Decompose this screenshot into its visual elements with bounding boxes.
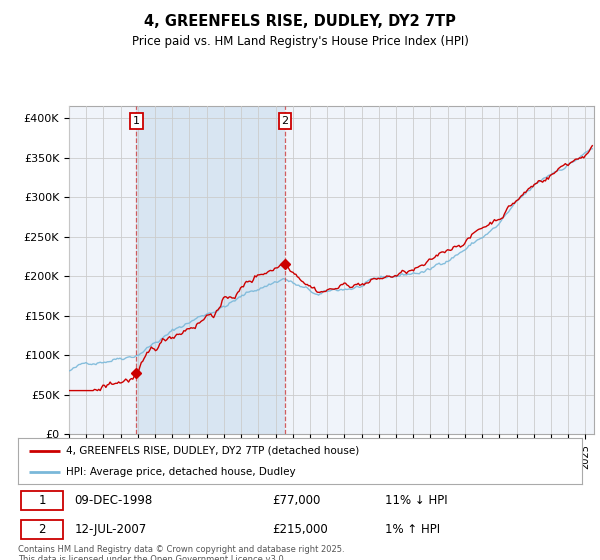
Bar	[136, 106, 285, 434]
Text: 2: 2	[38, 523, 46, 536]
Text: 1: 1	[133, 116, 140, 126]
Text: £77,000: £77,000	[272, 494, 320, 507]
Text: 1: 1	[38, 494, 46, 507]
Text: 1% ↑ HPI: 1% ↑ HPI	[385, 523, 440, 536]
Text: 11% ↓ HPI: 11% ↓ HPI	[385, 494, 447, 507]
Text: 4, GREENFELS RISE, DUDLEY, DY2 7TP (detached house): 4, GREENFELS RISE, DUDLEY, DY2 7TP (deta…	[66, 446, 359, 456]
Text: 09-DEC-1998: 09-DEC-1998	[74, 494, 152, 507]
Text: 2: 2	[281, 116, 289, 126]
Text: Contains HM Land Registry data © Crown copyright and database right 2025.
This d: Contains HM Land Registry data © Crown c…	[18, 545, 344, 560]
Text: Price paid vs. HM Land Registry's House Price Index (HPI): Price paid vs. HM Land Registry's House …	[131, 35, 469, 48]
Text: £215,000: £215,000	[272, 523, 328, 536]
Text: HPI: Average price, detached house, Dudley: HPI: Average price, detached house, Dudl…	[66, 467, 296, 477]
Text: 4, GREENFELS RISE, DUDLEY, DY2 7TP: 4, GREENFELS RISE, DUDLEY, DY2 7TP	[144, 14, 456, 29]
FancyBboxPatch shape	[21, 520, 63, 539]
Text: 12-JUL-2007: 12-JUL-2007	[74, 523, 146, 536]
FancyBboxPatch shape	[21, 491, 63, 510]
